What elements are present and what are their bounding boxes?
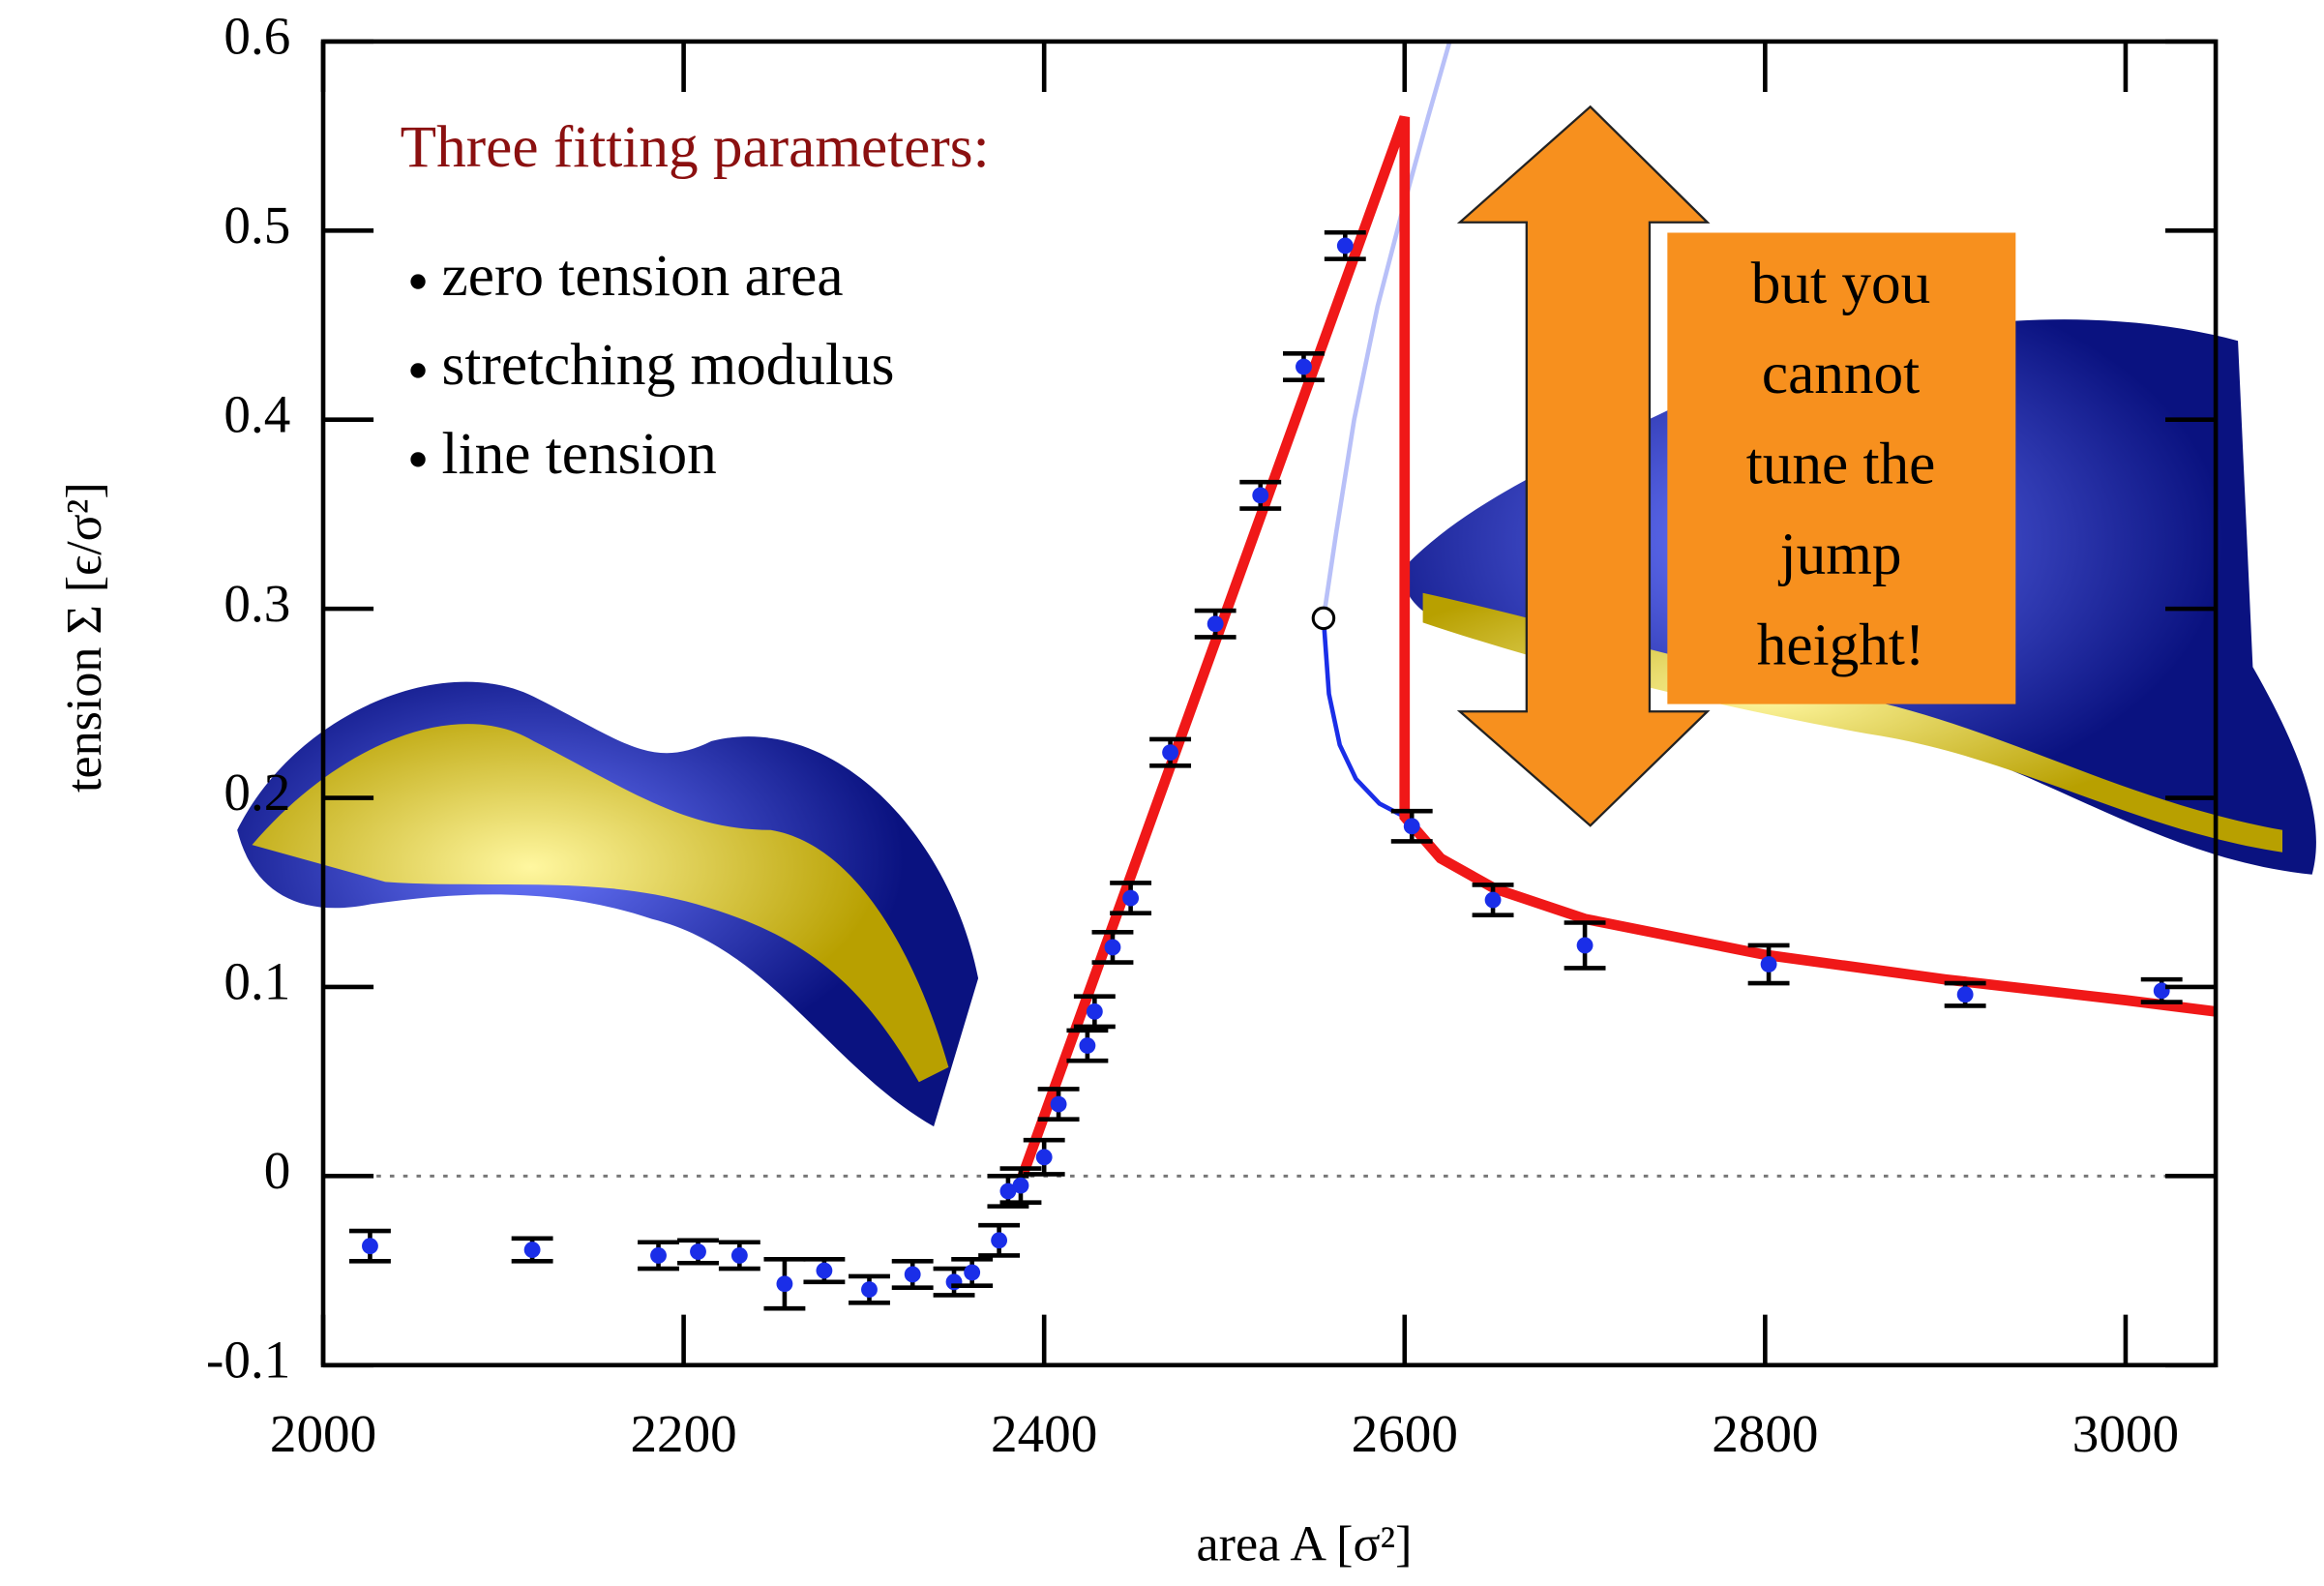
- membrane-left: [237, 681, 979, 1127]
- bullet: [410, 452, 426, 467]
- y-tick-label: 0.6: [223, 7, 290, 66]
- data-point: [1956, 986, 1974, 1003]
- callout-line: cannot: [1762, 341, 1920, 406]
- data-point: [1104, 939, 1121, 956]
- data-point: [1035, 1149, 1053, 1166]
- open-marker: [1311, 606, 1336, 631]
- x-tick-label: 2800: [1712, 1404, 1818, 1463]
- x-axis-label: area A [σ²]: [1197, 1517, 1413, 1572]
- x-tick-label: 2000: [270, 1404, 376, 1463]
- data-point: [690, 1243, 706, 1260]
- fit-line: [1321, 617, 1406, 820]
- annotation-item: stretching modulus: [442, 332, 895, 398]
- axes: -0.1 0 0.1 0.2 0.3 0.4 0.5 0.6 2000 2200 2400 2600 2…: [206, 7, 2217, 1463]
- data-point: [1079, 1037, 1096, 1054]
- annotation-item: zero tension area: [442, 243, 844, 309]
- y-tick-label: 0.3: [223, 574, 290, 633]
- fit-line: [1017, 115, 2217, 1179]
- data-point: [861, 1281, 878, 1299]
- annotation-item: line tension: [442, 421, 717, 487]
- data-point: [1336, 237, 1354, 254]
- x-tick-label: 2400: [991, 1404, 1097, 1463]
- callout-line: but you: [1751, 251, 1931, 316]
- data-point: [1122, 889, 1140, 907]
- data-point: [991, 1232, 1008, 1249]
- y-tick-label: 0.4: [223, 384, 290, 443]
- data-point: [1252, 487, 1269, 504]
- fit-line: [1321, 41, 1452, 619]
- callout-box: [1667, 232, 2016, 704]
- data-point: [999, 1182, 1017, 1200]
- data-point: [1760, 956, 1777, 973]
- x-tick-label: 3000: [2072, 1404, 2179, 1463]
- y-tick-label: 0: [264, 1141, 291, 1200]
- data-point: [776, 1275, 793, 1293]
- double-arrow: [1456, 105, 1711, 827]
- data-point: [362, 1238, 378, 1255]
- data-point: [904, 1266, 921, 1283]
- y-tick-label: 0.2: [223, 763, 290, 822]
- callout-line: jump: [1778, 522, 1902, 587]
- callout: but you cannot tune the jump height!: [1746, 251, 1936, 678]
- plot-area: [323, 41, 2217, 1311]
- data-point: [964, 1264, 981, 1281]
- data-point: [650, 1247, 667, 1264]
- data-point: [1050, 1095, 1067, 1113]
- data-point: [1403, 818, 1420, 835]
- annotation-title: Three fitting parameters:: [401, 114, 990, 180]
- y-tick-label: -0.1: [206, 1330, 290, 1389]
- plot-frame: [320, 39, 2219, 1368]
- data-point: [1012, 1177, 1029, 1194]
- data-point: [523, 1242, 541, 1258]
- data-point: [1207, 615, 1224, 633]
- y-axis-label: tension Σ [ϵ/σ²]: [57, 482, 112, 793]
- callout-line: height!: [1757, 613, 1925, 678]
- data-point: [730, 1247, 748, 1264]
- y-tick-label: 0.5: [223, 195, 290, 254]
- annotation-list: zero tension area stretching modulus line …: [410, 243, 895, 487]
- bullet: [410, 363, 426, 378]
- callout-line: tune the: [1746, 432, 1936, 497]
- data-point: [1576, 937, 1594, 954]
- data-point: [1484, 891, 1502, 909]
- bullet: [410, 274, 426, 289]
- data-point: [1162, 744, 1179, 762]
- y-tick-label: 0.1: [223, 952, 290, 1011]
- x-tick-label: 2200: [630, 1404, 736, 1463]
- data-point: [1086, 1002, 1103, 1020]
- data-point: [1296, 358, 1312, 375]
- x-tick-label: 2600: [1352, 1404, 1458, 1463]
- data-point: [816, 1262, 833, 1279]
